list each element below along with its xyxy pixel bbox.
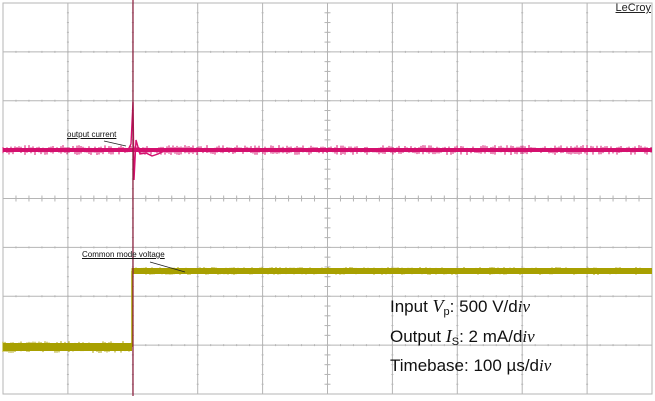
output-current-symbol: I xyxy=(445,326,452,346)
common-mode-voltage-label: Common mode voltage xyxy=(82,250,165,259)
output-current-subscript: S xyxy=(451,336,460,348)
input-voltage-subscript: p xyxy=(443,306,450,318)
voltage-trace-noise xyxy=(2,267,651,353)
current-transient-spike xyxy=(127,101,167,181)
trace-label-leaders xyxy=(103,140,186,273)
brand-logo: LeCroy xyxy=(615,2,651,14)
output-current-label: output current xyxy=(67,130,117,139)
current-label-leader xyxy=(103,140,127,147)
input-scale-line: Input Vp: 500 V/div xyxy=(390,296,531,318)
common-mode-voltage-trace xyxy=(2,267,652,353)
timebase-line: Timebase: 100 µs/div xyxy=(390,356,552,375)
output-current-trace xyxy=(2,101,652,181)
input-voltage-symbol: V xyxy=(432,296,444,316)
voltage-label-leader xyxy=(149,261,186,273)
current-trace-noise xyxy=(2,145,652,155)
graticule-grid xyxy=(2,2,653,395)
scope-settings-readout: Input Vp: 500 V/div Output IS: 2 mA/div … xyxy=(390,294,551,378)
output-scale-line: Output IS: 2 mA/div xyxy=(390,326,535,348)
